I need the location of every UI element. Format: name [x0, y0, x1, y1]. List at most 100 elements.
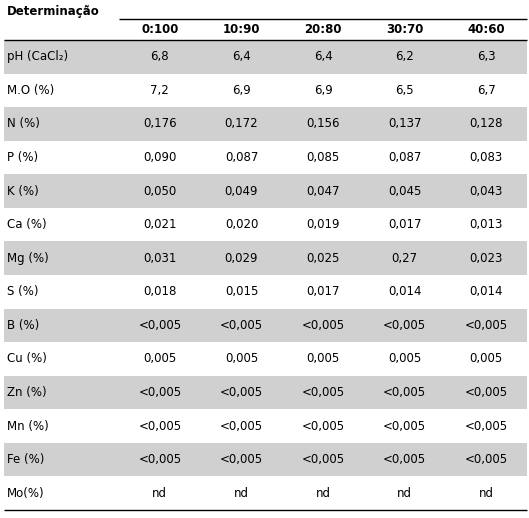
Text: <0,005: <0,005: [220, 386, 263, 399]
Text: Ca (%): Ca (%): [7, 218, 47, 231]
Text: 0,025: 0,025: [306, 252, 340, 265]
Text: 0,049: 0,049: [225, 184, 258, 197]
Text: <0,005: <0,005: [220, 420, 263, 433]
Text: Mg (%): Mg (%): [7, 252, 49, 265]
Text: 0,090: 0,090: [143, 151, 177, 164]
Text: pH (CaCl₂): pH (CaCl₂): [7, 50, 68, 63]
Text: 30:70: 30:70: [386, 23, 423, 36]
Bar: [4, 342, 527, 376]
Text: 40:60: 40:60: [468, 23, 505, 36]
Text: 0,043: 0,043: [470, 184, 503, 197]
Text: 6,4: 6,4: [232, 50, 251, 63]
Text: 0,083: 0,083: [470, 151, 503, 164]
Text: 0,023: 0,023: [470, 252, 503, 265]
Text: <0,005: <0,005: [138, 386, 181, 399]
Text: 0,005: 0,005: [225, 352, 258, 365]
Text: 0,005: 0,005: [143, 352, 177, 365]
Text: <0,005: <0,005: [464, 453, 508, 466]
Text: <0,005: <0,005: [302, 453, 344, 466]
Text: 0,085: 0,085: [306, 151, 340, 164]
Text: P (%): P (%): [7, 151, 38, 164]
Text: <0,005: <0,005: [383, 386, 426, 399]
Text: <0,005: <0,005: [383, 319, 426, 332]
Text: 0,087: 0,087: [225, 151, 258, 164]
Text: nd: nd: [315, 487, 331, 500]
Text: 0,021: 0,021: [143, 218, 177, 231]
Text: 0,015: 0,015: [225, 285, 258, 298]
Text: 6,5: 6,5: [395, 84, 414, 97]
Text: 7,2: 7,2: [150, 84, 169, 97]
Text: 6,4: 6,4: [314, 50, 332, 63]
Bar: [4, 208, 527, 241]
Text: 0,018: 0,018: [143, 285, 177, 298]
Bar: [4, 107, 527, 141]
Text: M.O (%): M.O (%): [7, 84, 54, 97]
Text: 0,031: 0,031: [143, 252, 177, 265]
Text: 0,050: 0,050: [143, 184, 177, 197]
Text: 0,128: 0,128: [469, 118, 503, 131]
Text: <0,005: <0,005: [464, 319, 508, 332]
Bar: [4, 275, 527, 309]
Text: <0,005: <0,005: [220, 319, 263, 332]
Text: 6,3: 6,3: [477, 50, 496, 63]
Text: 6,8: 6,8: [151, 50, 169, 63]
Text: <0,005: <0,005: [138, 319, 181, 332]
Text: nd: nd: [479, 487, 494, 500]
Text: 0,017: 0,017: [306, 285, 340, 298]
Text: B (%): B (%): [7, 319, 39, 332]
Text: <0,005: <0,005: [383, 453, 426, 466]
Bar: [4, 241, 527, 275]
Text: Fe (%): Fe (%): [7, 453, 44, 466]
Text: 0,020: 0,020: [225, 218, 258, 231]
Text: 6,7: 6,7: [477, 84, 496, 97]
Bar: [4, 376, 527, 409]
Text: Mn (%): Mn (%): [7, 420, 49, 433]
Text: Determinação: Determinação: [7, 5, 100, 18]
Text: nd: nd: [152, 487, 167, 500]
Text: 0,005: 0,005: [306, 352, 340, 365]
Bar: [4, 40, 527, 74]
Text: nd: nd: [397, 487, 412, 500]
Text: 0,156: 0,156: [306, 118, 340, 131]
Bar: [4, 409, 527, 443]
Text: 0,137: 0,137: [388, 118, 422, 131]
Text: Zn (%): Zn (%): [7, 386, 47, 399]
Bar: [4, 309, 527, 342]
Text: 0,014: 0,014: [388, 285, 422, 298]
Text: <0,005: <0,005: [302, 319, 344, 332]
Text: <0,005: <0,005: [138, 453, 181, 466]
Text: 0,176: 0,176: [143, 118, 177, 131]
Text: <0,005: <0,005: [464, 386, 508, 399]
Text: 0,029: 0,029: [225, 252, 258, 265]
Text: 0,019: 0,019: [306, 218, 340, 231]
Text: N (%): N (%): [7, 118, 40, 131]
Text: 0,017: 0,017: [388, 218, 422, 231]
Text: 0,045: 0,045: [388, 184, 421, 197]
Bar: [4, 74, 527, 107]
Bar: [4, 477, 527, 510]
Text: 0:100: 0:100: [141, 23, 179, 36]
Text: 0,005: 0,005: [470, 352, 503, 365]
Text: <0,005: <0,005: [383, 420, 426, 433]
Text: 6,9: 6,9: [232, 84, 251, 97]
Text: 0,27: 0,27: [391, 252, 418, 265]
Text: Mo(%): Mo(%): [7, 487, 44, 500]
Text: <0,005: <0,005: [302, 420, 344, 433]
Text: <0,005: <0,005: [220, 453, 263, 466]
Text: 0,172: 0,172: [225, 118, 258, 131]
Bar: [4, 443, 527, 477]
Text: <0,005: <0,005: [464, 420, 508, 433]
Text: K (%): K (%): [7, 184, 39, 197]
Text: 0,087: 0,087: [388, 151, 421, 164]
Text: <0,005: <0,005: [302, 386, 344, 399]
Text: 6,9: 6,9: [314, 84, 332, 97]
Text: 0,013: 0,013: [470, 218, 503, 231]
Text: 20:80: 20:80: [304, 23, 342, 36]
Text: <0,005: <0,005: [138, 420, 181, 433]
Bar: [4, 141, 527, 174]
Text: 0,047: 0,047: [306, 184, 340, 197]
Text: Cu (%): Cu (%): [7, 352, 47, 365]
Text: nd: nd: [234, 487, 249, 500]
Text: 10:90: 10:90: [223, 23, 260, 36]
Bar: [4, 4, 527, 40]
